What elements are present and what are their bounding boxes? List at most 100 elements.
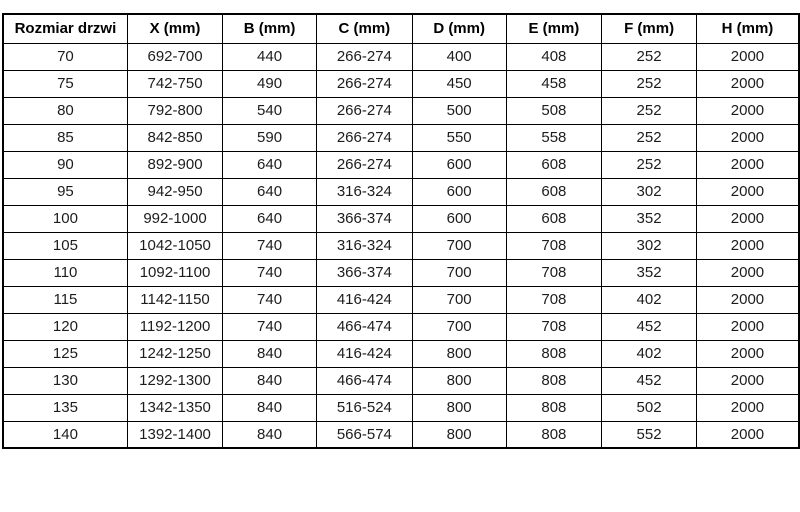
table-cell: 2000 <box>695 204 800 233</box>
table-cell: 640 <box>222 177 317 206</box>
table-header: Rozmiar drzwi X (mm) B (mm) C (mm) D (mm) E (… <box>2 13 800 44</box>
table-cell: 120 <box>2 312 128 341</box>
door-size-table-container: Rozmiar drzwi X (mm) B (mm) C (mm) D (mm) E (… <box>2 13 800 449</box>
table-row: 70 692-700 440 266-274 400 408 252 2000 <box>2 42 800 71</box>
table-cell: 840 <box>222 420 317 449</box>
table-cell: 110 <box>2 258 128 287</box>
table-cell: 70 <box>2 42 128 71</box>
table-cell: 566-574 <box>315 420 413 449</box>
table-cell: 416-424 <box>315 285 413 314</box>
table-cell: 2000 <box>695 123 800 152</box>
table-cell: 2000 <box>695 231 800 260</box>
table-cell: 2000 <box>695 177 800 206</box>
table-cell: 842-850 <box>126 123 224 152</box>
table-cell: 452 <box>601 312 697 341</box>
table-cell: 640 <box>222 204 317 233</box>
table-row: 85 842-850 590 266-274 550 558 252 2000 <box>2 123 800 152</box>
table-cell: 266-274 <box>315 123 413 152</box>
column-header: C (mm) <box>315 13 413 44</box>
table-cell: 1042-1050 <box>126 231 224 260</box>
table-cell: 85 <box>2 123 128 152</box>
table-cell: 1342-1350 <box>126 393 224 422</box>
table-row: 140 1392-1400 840 566-574 800 808 552 2000 <box>2 420 800 449</box>
table-cell: 700 <box>411 312 507 341</box>
table-cell: 1242-1250 <box>126 339 224 368</box>
table-cell: 740 <box>222 312 317 341</box>
table-cell: 608 <box>505 150 603 179</box>
column-header: F (mm) <box>601 13 697 44</box>
table-row: 90 892-900 640 266-274 600 608 252 2000 <box>2 150 800 179</box>
table-cell: 90 <box>2 150 128 179</box>
table-cell: 1292-1300 <box>126 366 224 395</box>
table-cell: 125 <box>2 339 128 368</box>
table-cell: 2000 <box>695 42 800 71</box>
table-cell: 440 <box>222 42 317 71</box>
table-row: 105 1042-1050 740 316-324 700 708 302 2000 <box>2 231 800 260</box>
table-cell: 800 <box>411 339 507 368</box>
table-cell: 540 <box>222 96 317 125</box>
table-cell: 452 <box>601 366 697 395</box>
table-cell: 2000 <box>695 150 800 179</box>
table-cell: 416-424 <box>315 339 413 368</box>
table-cell: 352 <box>601 204 697 233</box>
table-cell: 500 <box>411 96 507 125</box>
column-header: Rozmiar drzwi <box>2 13 128 44</box>
table-cell: 266-274 <box>315 96 413 125</box>
table-cell: 366-374 <box>315 258 413 287</box>
table-cell: 2000 <box>695 96 800 125</box>
table-cell: 892-900 <box>126 150 224 179</box>
table-cell: 2000 <box>695 69 800 98</box>
table-cell: 2000 <box>695 420 800 449</box>
column-header: D (mm) <box>411 13 507 44</box>
table-cell: 740 <box>222 285 317 314</box>
table-cell: 502 <box>601 393 697 422</box>
table-cell: 590 <box>222 123 317 152</box>
table-row: 120 1192-1200 740 466-474 700 708 452 2000 <box>2 312 800 341</box>
table-cell: 992-1000 <box>126 204 224 233</box>
table-cell: 400 <box>411 42 507 71</box>
table-row: 130 1292-1300 840 466-474 800 808 452 2000 <box>2 366 800 395</box>
table-cell: 792-800 <box>126 96 224 125</box>
table-cell: 450 <box>411 69 507 98</box>
table-cell: 740 <box>222 258 317 287</box>
table-cell: 692-700 <box>126 42 224 71</box>
table-cell: 552 <box>601 420 697 449</box>
table-cell: 130 <box>2 366 128 395</box>
table-row: 95 942-950 640 316-324 600 608 302 2000 <box>2 177 800 206</box>
table-cell: 808 <box>505 339 603 368</box>
table-cell: 105 <box>2 231 128 260</box>
table-cell: 366-374 <box>315 204 413 233</box>
table-cell: 252 <box>601 123 697 152</box>
table-cell: 302 <box>601 231 697 260</box>
table-cell: 95 <box>2 177 128 206</box>
table-cell: 1392-1400 <box>126 420 224 449</box>
table-cell: 608 <box>505 177 603 206</box>
table-row: 80 792-800 540 266-274 500 508 252 2000 <box>2 96 800 125</box>
table-cell: 600 <box>411 177 507 206</box>
table-cell: 550 <box>411 123 507 152</box>
table-cell: 740 <box>222 231 317 260</box>
table-cell: 840 <box>222 366 317 395</box>
door-size-table: Rozmiar drzwi X (mm) B (mm) C (mm) D (mm) E (… <box>2 13 800 449</box>
table-cell: 516-524 <box>315 393 413 422</box>
column-header: E (mm) <box>505 13 603 44</box>
table-cell: 316-324 <box>315 177 413 206</box>
table-cell: 700 <box>411 285 507 314</box>
table-cell: 2000 <box>695 312 800 341</box>
table-cell: 708 <box>505 258 603 287</box>
table-cell: 266-274 <box>315 150 413 179</box>
table-cell: 252 <box>601 150 697 179</box>
header-row: Rozmiar drzwi X (mm) B (mm) C (mm) D (mm) E (… <box>2 13 800 44</box>
table-cell: 708 <box>505 285 603 314</box>
table-cell: 115 <box>2 285 128 314</box>
table-cell: 708 <box>505 231 603 260</box>
table-cell: 608 <box>505 204 603 233</box>
table-cell: 800 <box>411 366 507 395</box>
column-header: X (mm) <box>126 13 224 44</box>
table-cell: 100 <box>2 204 128 233</box>
column-header: H (mm) <box>695 13 800 44</box>
table-cell: 840 <box>222 393 317 422</box>
table-cell: 408 <box>505 42 603 71</box>
table-cell: 252 <box>601 69 697 98</box>
table-body: 70 692-700 440 266-274 400 408 252 2000 75 742-75… <box>2 42 800 449</box>
